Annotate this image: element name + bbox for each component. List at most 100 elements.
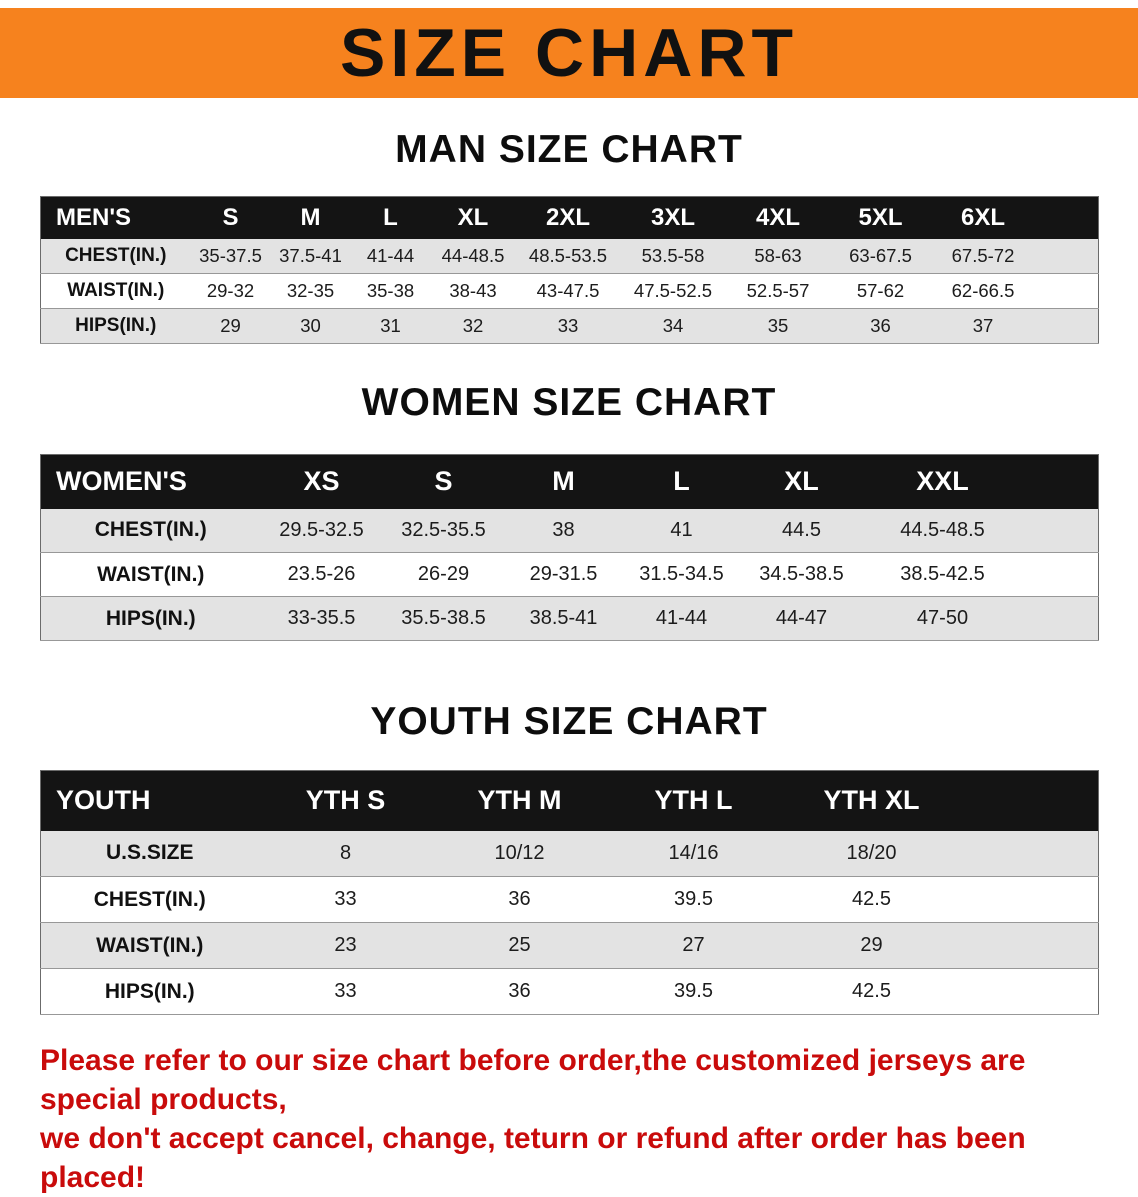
size-value-cell: 8 — [258, 830, 433, 877]
size-value-cell: 29-32 — [190, 273, 271, 309]
cell-spacer — [962, 830, 1099, 877]
women-section-title: WOMEN SIZE CHART — [361, 381, 777, 424]
cell-spacer — [1022, 596, 1099, 641]
size-value-cell: 29 — [190, 308, 271, 344]
size-value-cell: 29-31.5 — [504, 552, 623, 597]
size-value-cell: 38.5-42.5 — [862, 552, 1023, 597]
men-section-title: MAN SIZE CHART — [395, 128, 743, 171]
size-value-cell: 41-44 — [350, 238, 431, 274]
size-column-header: YTH M — [432, 770, 607, 831]
size-value-cell: 39.5 — [606, 968, 781, 1015]
size-value-cell: 29.5-32.5 — [260, 508, 383, 553]
size-value-cell: 33 — [258, 876, 433, 923]
size-value-cell: 31 — [350, 308, 431, 344]
size-value-cell: 37.5-41 — [270, 238, 351, 274]
size-value-cell: 47-50 — [862, 596, 1023, 641]
size-value-cell: 35 — [725, 308, 831, 344]
size-value-cell: 38.5-41 — [504, 596, 623, 641]
men-header-row: MEN'S S M L XL 2XL 3XL 4XL 5XL 6XL — [40, 196, 1099, 239]
youth-ussize-row: U.S.SIZE 8 10/12 14/16 18/20 — [40, 830, 1099, 877]
size-value-cell: 18/20 — [780, 830, 963, 877]
size-value-cell: 38-43 — [430, 273, 516, 309]
cell-spacer — [962, 968, 1099, 1015]
size-value-cell: 42.5 — [780, 968, 963, 1015]
men-table-title: MEN'S — [40, 196, 191, 239]
row-label: WAIST(IN.) — [40, 552, 261, 597]
cell-spacer — [1035, 273, 1099, 309]
size-value-cell: 38 — [504, 508, 623, 553]
cell-spacer — [1022, 508, 1099, 553]
size-value-cell: 32 — [430, 308, 516, 344]
size-column-header: S — [382, 454, 505, 509]
cell-spacer — [1022, 552, 1099, 597]
page-title: SIZE CHART — [340, 15, 798, 91]
row-label: HIPS(IN.) — [40, 308, 191, 344]
size-value-cell: 23 — [258, 922, 433, 969]
women-chest-row: CHEST(IN.) 29.5-32.5 32.5-35.5 38 41 44.… — [40, 508, 1099, 553]
youth-section-title: YOUTH SIZE CHART — [370, 700, 768, 743]
size-column-header: L — [350, 196, 431, 239]
row-label: CHEST(IN.) — [40, 238, 191, 274]
cell-spacer — [962, 922, 1099, 969]
header-spacer — [962, 770, 1099, 831]
size-value-cell: 29 — [780, 922, 963, 969]
row-label: WAIST(IN.) — [40, 273, 191, 309]
row-label: HIPS(IN.) — [40, 968, 259, 1015]
row-label: U.S.SIZE — [40, 830, 259, 877]
size-value-cell: 44-47 — [740, 596, 863, 641]
size-value-cell: 10/12 — [432, 830, 607, 877]
size-value-cell: 37 — [930, 308, 1036, 344]
size-column-header: L — [622, 454, 741, 509]
size-value-cell: 26-29 — [382, 552, 505, 597]
size-value-cell: 35-37.5 — [190, 238, 271, 274]
size-value-cell: 35.5-38.5 — [382, 596, 505, 641]
youth-chest-row: CHEST(IN.) 33 36 39.5 42.5 — [40, 876, 1099, 923]
size-column-header: YTH L — [606, 770, 781, 831]
cell-spacer — [1035, 308, 1099, 344]
disclaimer-line-2: we don't accept cancel, change, teturn o… — [40, 1122, 1026, 1194]
header-spacer — [1022, 454, 1099, 509]
size-value-cell: 27 — [606, 922, 781, 969]
size-column-header: YTH S — [258, 770, 433, 831]
size-column-header: XS — [260, 454, 383, 509]
size-column-header: 2XL — [515, 196, 621, 239]
men-size-table: MEN'S S M L XL 2XL 3XL 4XL 5XL 6XL CHEST… — [40, 196, 1099, 344]
disclaimer-text: Please refer to our size chart before or… — [40, 1041, 1098, 1197]
disclaimer-line-1: Please refer to our size chart before or… — [40, 1044, 1026, 1116]
women-hips-row: HIPS(IN.) 33-35.5 35.5-38.5 38.5-41 41-4… — [40, 596, 1099, 641]
size-value-cell: 25 — [432, 922, 607, 969]
men-hips-row: HIPS(IN.) 29 30 31 32 33 34 35 36 37 — [40, 308, 1099, 344]
size-value-cell: 48.5-53.5 — [515, 238, 621, 274]
size-value-cell: 23.5-26 — [260, 552, 383, 597]
size-value-cell: 62-66.5 — [930, 273, 1036, 309]
row-label: CHEST(IN.) — [40, 508, 261, 553]
men-chest-row: CHEST(IN.) 35-37.5 37.5-41 41-44 44-48.5… — [40, 238, 1099, 274]
size-value-cell: 35-38 — [350, 273, 431, 309]
youth-header-row: YOUTH YTH S YTH M YTH L YTH XL — [40, 770, 1099, 831]
size-value-cell: 44.5 — [740, 508, 863, 553]
size-value-cell: 41 — [622, 508, 741, 553]
cell-spacer — [962, 876, 1099, 923]
size-value-cell: 34 — [620, 308, 726, 344]
row-label: CHEST(IN.) — [40, 876, 259, 923]
women-size-table: WOMEN'S XS S M L XL XXL CHEST(IN.) 29.5-… — [40, 454, 1099, 641]
size-value-cell: 33 — [258, 968, 433, 1015]
size-value-cell: 58-63 — [725, 238, 831, 274]
size-value-cell: 57-62 — [830, 273, 931, 309]
size-value-cell: 32.5-35.5 — [382, 508, 505, 553]
size-column-header: 6XL — [930, 196, 1036, 239]
size-column-header: M — [270, 196, 351, 239]
banner: SIZE CHART — [0, 8, 1138, 98]
women-waist-row: WAIST(IN.) 23.5-26 26-29 29-31.5 31.5-34… — [40, 552, 1099, 597]
youth-hips-row: HIPS(IN.) 33 36 39.5 42.5 — [40, 968, 1099, 1015]
size-value-cell: 41-44 — [622, 596, 741, 641]
size-value-cell: 31.5-34.5 — [622, 552, 741, 597]
size-column-header: XXL — [862, 454, 1023, 509]
size-value-cell: 63-67.5 — [830, 238, 931, 274]
size-value-cell: 36 — [432, 876, 607, 923]
size-column-header: YTH XL — [780, 770, 963, 831]
women-table-title: WOMEN'S — [40, 454, 261, 509]
size-column-header: 5XL — [830, 196, 931, 239]
size-value-cell: 36 — [432, 968, 607, 1015]
cell-spacer — [1035, 238, 1099, 274]
